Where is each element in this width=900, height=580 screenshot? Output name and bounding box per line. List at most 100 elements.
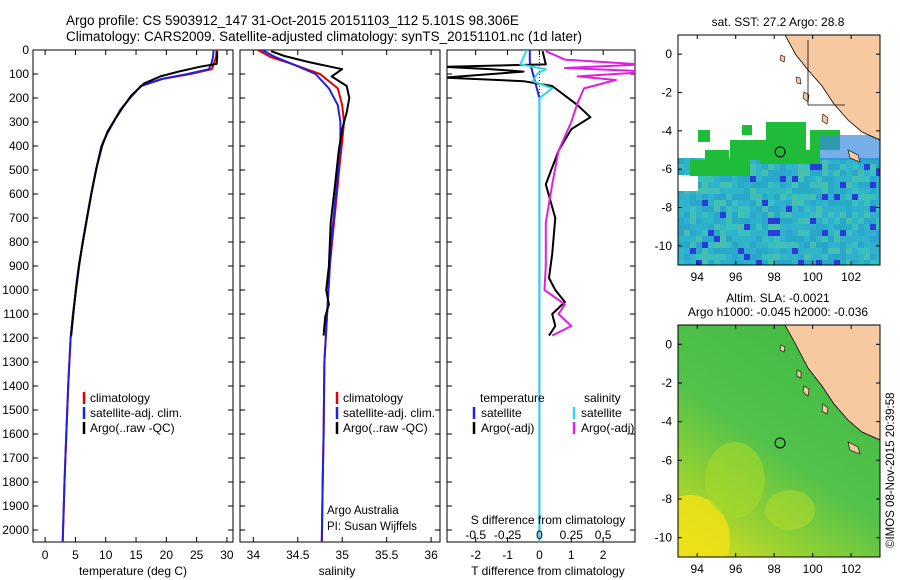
sst-cell — [690, 236, 696, 242]
sst-warm-patch — [742, 125, 752, 135]
sst-cell — [678, 206, 684, 212]
sst-cell — [852, 236, 858, 242]
sst-cell — [744, 236, 750, 242]
sst-cell — [870, 206, 876, 212]
sst-cell — [762, 248, 768, 254]
sst-cell — [816, 188, 822, 194]
sst-cell — [792, 188, 798, 194]
sst-cell — [840, 206, 846, 212]
x-tick-label: 35 — [336, 548, 350, 562]
y-tick-label: 200 — [9, 91, 29, 105]
sst-cell — [828, 248, 834, 254]
x-tick-label: 15 — [129, 548, 143, 562]
sst-map-panel: sat. SST: 27.2 Argo: 28.8 94 96 98 100 102 0 -… — [655, 15, 881, 284]
map-x-tick-label: 98 — [768, 562, 782, 576]
sst-cell — [756, 230, 762, 236]
map-x-tick-label: 94 — [691, 270, 705, 284]
sst-cell — [750, 230, 756, 236]
sst-cell — [768, 200, 774, 206]
sst-cell — [678, 212, 684, 218]
sst-cell — [840, 260, 846, 265]
sst-cell — [816, 164, 822, 170]
sst-cell — [804, 224, 810, 230]
sst-cell — [798, 242, 804, 248]
sst-warm-patch — [690, 160, 750, 176]
sst-cell — [852, 176, 858, 182]
sst-warm-patch — [766, 122, 806, 152]
sst-cell — [804, 218, 810, 224]
sst-cell — [840, 248, 846, 254]
sst-cell — [798, 218, 804, 224]
sst-cell — [768, 242, 774, 248]
sst-cell — [846, 194, 852, 200]
sst-cell — [816, 212, 822, 218]
sst-cell — [774, 164, 780, 170]
sst-cell — [738, 242, 744, 248]
sst-cell — [762, 224, 768, 230]
argo-credit-line2: PI: Susan Wijffels — [327, 521, 417, 533]
sst-cell — [774, 218, 780, 224]
sst-cell — [834, 200, 840, 206]
sst-cell — [768, 236, 774, 242]
x-tick-label: 5 — [72, 548, 79, 562]
sst-cell — [756, 254, 762, 260]
sst-cell — [858, 170, 864, 176]
sst-cell — [864, 194, 870, 200]
sst-cell — [864, 260, 870, 265]
y-tick-label: 1300 — [2, 355, 29, 369]
island — [821, 113, 829, 125]
sst-cell — [708, 200, 714, 206]
sst-cell — [804, 230, 810, 236]
sst-cell — [828, 170, 834, 176]
sst-cell — [678, 254, 684, 260]
sst-cell — [696, 188, 702, 194]
sst-cell — [846, 260, 852, 265]
sst-cell — [858, 236, 864, 242]
salinity-legend: climatology satellite-adj. clim. Argo(..… — [335, 391, 435, 435]
sst-cell — [744, 224, 750, 230]
island — [821, 403, 829, 415]
sst-cell — [816, 254, 822, 260]
sst-cell — [726, 212, 732, 218]
sst-cell — [780, 206, 786, 212]
sst-cell — [750, 158, 756, 164]
sst-cell — [714, 200, 720, 206]
series-line-argo-raw-qc- — [70, 51, 219, 336]
sumatra-landmass — [784, 325, 880, 441]
sst-cell — [834, 158, 840, 164]
sst-cell — [732, 236, 738, 242]
sst-cell — [678, 218, 684, 224]
sst-cell — [684, 212, 690, 218]
sst-warm-patch — [760, 150, 820, 164]
sst-cell — [762, 206, 768, 212]
sst-cell — [774, 260, 780, 265]
sst-cell — [852, 158, 858, 164]
sst-cell — [876, 212, 880, 218]
sst-cell — [744, 176, 750, 182]
sst-cell — [852, 230, 858, 236]
sst-cell — [858, 254, 864, 260]
sst-cell — [816, 206, 822, 212]
sst-cell — [816, 200, 822, 206]
sst-cell — [714, 236, 720, 242]
sst-cell — [768, 254, 774, 260]
sst-cell — [684, 158, 690, 164]
sst-cell — [822, 260, 828, 265]
sst-cell — [702, 260, 708, 265]
legend-t-satellite-label: satellite — [481, 406, 522, 420]
sst-cell — [792, 236, 798, 242]
sst-cell — [678, 230, 684, 236]
sst-cell — [798, 230, 804, 236]
sst-cell — [762, 200, 768, 206]
sst-cell — [864, 254, 870, 260]
sst-cell — [870, 200, 876, 206]
sst-cell — [678, 224, 684, 230]
x-tick-label: 1 — [568, 548, 575, 562]
map-y-tick-label: 0 — [665, 337, 672, 351]
sst-cell — [750, 218, 756, 224]
sst-cell — [828, 236, 834, 242]
sst-warm-patch — [698, 130, 710, 142]
sst-cell — [858, 230, 864, 236]
sst-cell — [708, 206, 714, 212]
sst-cell — [834, 224, 840, 230]
